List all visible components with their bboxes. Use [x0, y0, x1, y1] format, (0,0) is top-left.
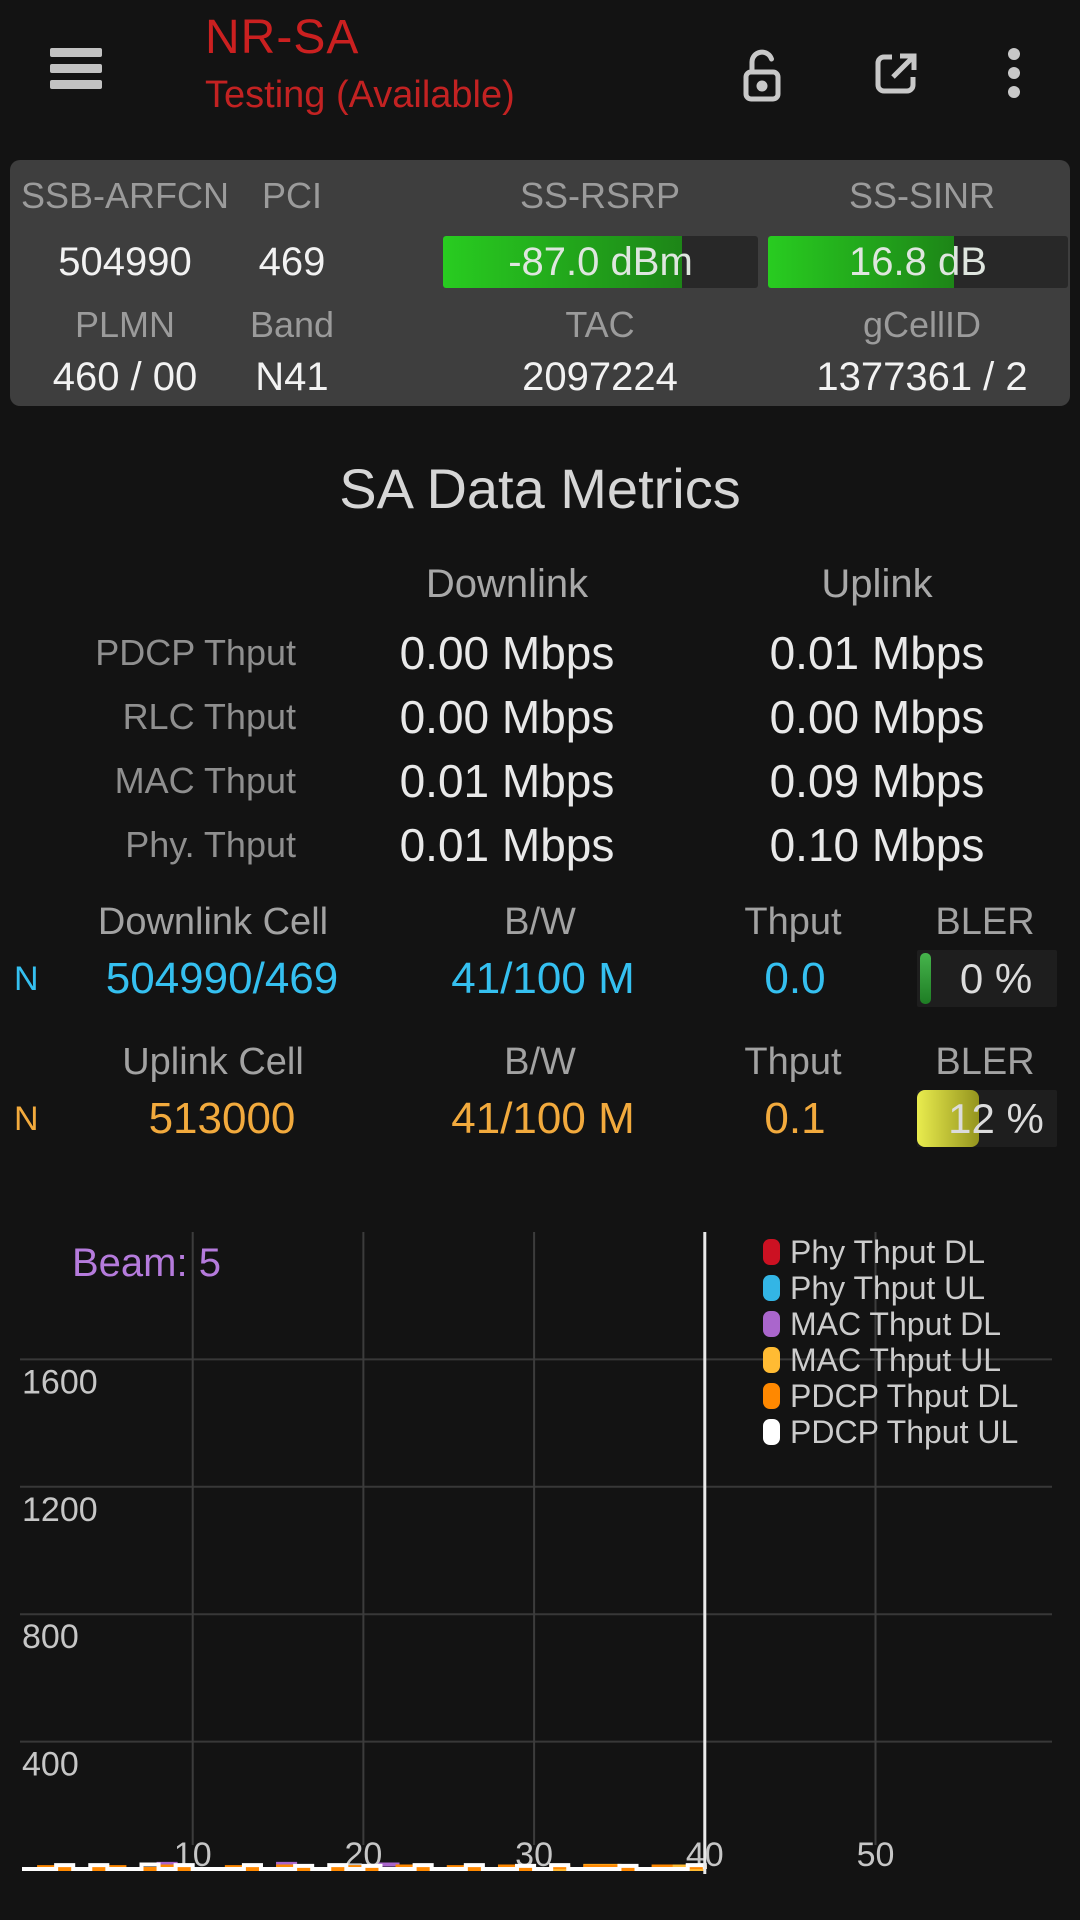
lock-open-icon	[743, 49, 781, 102]
info-label-tac: TAC	[565, 304, 635, 345]
info-label-ssb-arfcn: SSB-ARFCN	[20, 175, 230, 216]
legend-marker	[763, 1419, 780, 1445]
legend-label: MAC Thput DL	[790, 1306, 1001, 1342]
info-label-pci: PCI	[261, 175, 322, 216]
series-pdcp-thput-ul	[22, 1862, 707, 1871]
legend-label: MAC Thput UL	[790, 1342, 1001, 1378]
column-header-uplink: Uplink	[821, 561, 933, 606]
info-value-band: N41	[255, 354, 329, 399]
downlink-thput: 0.0	[764, 954, 826, 1003]
header-uplink-0: Uplink Cell	[122, 1040, 304, 1083]
signal-meter-ss-rsrp: -87.0 dBm	[443, 236, 758, 288]
uplink-thput: 0.1	[764, 1094, 826, 1143]
metric-row: RLC Thput 0.00 Mbps 0.00 Mbps	[0, 685, 1080, 749]
meter-value: -87.0 dBm	[508, 239, 693, 284]
beam-annotation: Beam: 5	[72, 1241, 221, 1285]
lock-button[interactable]	[726, 38, 798, 110]
bler-bar	[920, 953, 931, 1004]
legend-marker	[763, 1239, 780, 1265]
header-downlink-0: Downlink Cell	[97, 900, 329, 943]
uplink-tech-label: N	[14, 1099, 39, 1138]
metric-downlink-value: 0.01 Mbps	[399, 819, 615, 871]
metric-row: PDCP Thput 0.00 Mbps 0.01 Mbps	[0, 621, 1080, 685]
info-label-band: Band	[249, 304, 335, 345]
metric-label: RLC Thput	[122, 696, 296, 737]
y-tick-label: 400	[22, 1746, 79, 1784]
kebab-menu-icon	[1008, 48, 1020, 98]
uplink-cell-id: 513000	[148, 1094, 296, 1143]
meter-fill	[443, 236, 683, 288]
uplink-bler-value: 12 %	[948, 1094, 1044, 1142]
menu-button[interactable]	[40, 42, 112, 98]
downlink-bler-meter: 0 %	[917, 950, 1057, 1007]
x-tick-label: 50	[857, 1836, 895, 1874]
header-downlink-3: BLER	[935, 900, 1035, 943]
legend-label: Phy Thput DL	[790, 1234, 985, 1270]
external-link-button[interactable]	[860, 38, 932, 110]
y-tick-label: 800	[22, 1618, 79, 1656]
app-title: NR-SA	[205, 11, 360, 64]
header-uplink-3: BLER	[935, 1040, 1035, 1083]
info-value-plmn: 460 / 00	[52, 354, 198, 399]
info-value-gcellid: 1377361 / 2	[816, 354, 1028, 399]
legend-label: PDCP Thput DL	[790, 1378, 1018, 1414]
cell-info-card: SSB-ARFCN PCI SS-RSRP SS-SINR 504990 469 -87.0…	[10, 160, 1070, 406]
downlink-bandwidth: 41/100 M	[451, 954, 635, 1003]
downlink-tech-label: N	[14, 959, 39, 998]
signal-meter-ss-sinr: 16.8 dB	[768, 236, 1068, 288]
kebab-menu-button[interactable]	[984, 38, 1044, 110]
metric-downlink-value: 0.00 Mbps	[399, 691, 615, 743]
header-uplink-2: Thput	[744, 1040, 842, 1083]
legend-marker	[763, 1311, 780, 1337]
metric-row: MAC Thput 0.01 Mbps 0.09 Mbps	[0, 749, 1080, 813]
metric-row: Phy. Thput 0.01 Mbps 0.10 Mbps	[0, 813, 1080, 877]
legend-marker	[763, 1275, 780, 1301]
metric-label: MAC Thput	[114, 760, 296, 801]
legend-label: Phy Thput UL	[790, 1270, 985, 1306]
info-value-pci: 469	[258, 239, 326, 284]
downlink-bler-value: 0 %	[959, 954, 1033, 1002]
info-label-ss-rsrp: SS-RSRP	[519, 175, 681, 216]
menu-icon	[50, 48, 102, 57]
metric-uplink-value: 0.01 Mbps	[769, 627, 985, 679]
metric-uplink-value: 0.00 Mbps	[769, 691, 985, 743]
column-header-downlink: Downlink	[425, 561, 589, 606]
metric-downlink-value: 0.00 Mbps	[399, 627, 615, 679]
metric-uplink-value: 0.09 Mbps	[769, 755, 985, 807]
section-title: SA Data Metrics	[339, 456, 741, 520]
legend-label: PDCP Thput UL	[790, 1414, 1018, 1450]
metric-downlink-value: 0.01 Mbps	[399, 755, 615, 807]
legend-marker	[763, 1347, 780, 1373]
meter-value: 16.8 dB	[849, 239, 987, 284]
info-label-gcellid: gCellID	[862, 304, 982, 345]
header-downlink-1: B/W	[504, 900, 576, 943]
info-value-ssb-arfcn: 504990	[58, 239, 192, 284]
metric-label: PDCP Thput	[95, 632, 296, 673]
metric-uplink-value: 0.10 Mbps	[769, 819, 985, 871]
header-downlink-2: Thput	[744, 900, 842, 943]
downlink-cell-id: 504990/469	[105, 954, 339, 1003]
uplink-bler-meter: 12 %	[917, 1090, 1057, 1147]
header-uplink-1: B/W	[504, 1040, 576, 1083]
legend-marker	[763, 1383, 780, 1409]
info-label-plmn: PLMN	[74, 304, 176, 345]
uplink-bandwidth: 41/100 M	[451, 1094, 635, 1143]
metric-label: Phy. Thput	[125, 824, 296, 865]
bler-bar	[917, 1090, 979, 1147]
external-link-icon	[875, 53, 917, 94]
meter-fill	[768, 236, 954, 288]
info-value-tac: 2097224	[522, 354, 678, 399]
info-label-ss-sinr: SS-SINR	[848, 175, 996, 216]
y-tick-label: 1600	[22, 1363, 98, 1401]
y-tick-label: 1200	[22, 1491, 98, 1529]
app-status-subtitle: Testing (Available)	[205, 74, 515, 116]
